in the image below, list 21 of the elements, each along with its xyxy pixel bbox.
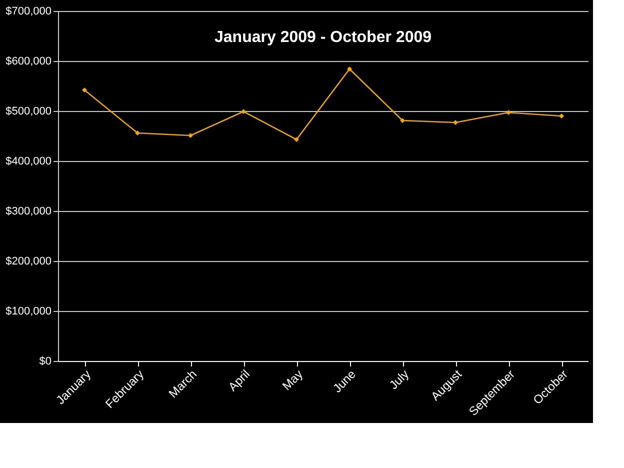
y-tick-label: $700,000 (6, 6, 52, 18)
point (82, 88, 87, 92)
point (400, 118, 405, 123)
y-tick-label: $300,000 (6, 206, 52, 218)
y-tick-label: $400,000 (6, 156, 52, 168)
y-tick-label: $100,000 (6, 306, 52, 318)
x-tick-label: July (386, 367, 412, 392)
point (506, 110, 511, 115)
text: January 2009 - October 2009 (214, 29, 432, 46)
point (188, 133, 193, 138)
point (135, 130, 140, 136)
y-tick-label: $0 (39, 356, 52, 368)
point (559, 114, 564, 118)
point (453, 120, 458, 125)
y-tick-label: $600,000 (6, 56, 52, 68)
y-tick-label: $200,000 (6, 256, 52, 268)
point (294, 137, 299, 142)
x-tick-label: May (280, 367, 306, 394)
y-tick-label: $500,000 (6, 106, 52, 118)
point (347, 66, 352, 72)
point (241, 109, 246, 114)
